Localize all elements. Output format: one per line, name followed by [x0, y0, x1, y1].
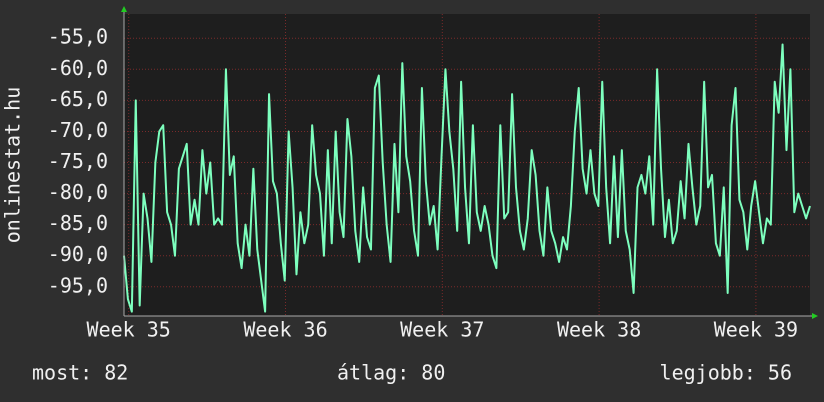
footer-average: átlag: 80 — [337, 361, 445, 385]
x-tick-label: Week 39 — [714, 318, 798, 342]
y-arrow — [121, 6, 127, 12]
y-tick-label: -60,0 — [48, 56, 108, 80]
y-tick-label: -80,0 — [48, 180, 108, 204]
x-tick-label: Week 36 — [243, 318, 327, 342]
x-tick-label: Week 35 — [87, 318, 171, 342]
y-axis-label: onlinestat.hu — [1, 87, 25, 244]
plot-area — [124, 14, 810, 316]
y-tick-label: -95,0 — [48, 273, 108, 297]
y-tick-label: -75,0 — [48, 149, 108, 173]
plot — [123, 43, 811, 313]
x-tick-label: Week 38 — [557, 318, 641, 342]
y-tick-label: -55,0 — [48, 25, 108, 49]
x-tick-label: Week 37 — [400, 318, 484, 342]
footer-best: legjobb: 56 — [660, 361, 792, 385]
y-tick-label: -90,0 — [48, 242, 108, 266]
data-line — [123, 43, 811, 313]
y-tick-label: -85,0 — [48, 211, 108, 235]
y-tick-label: -65,0 — [48, 87, 108, 111]
y-tick-label: -70,0 — [48, 118, 108, 142]
x-arrow — [812, 313, 818, 319]
footer-current: most: 82 — [32, 361, 128, 385]
